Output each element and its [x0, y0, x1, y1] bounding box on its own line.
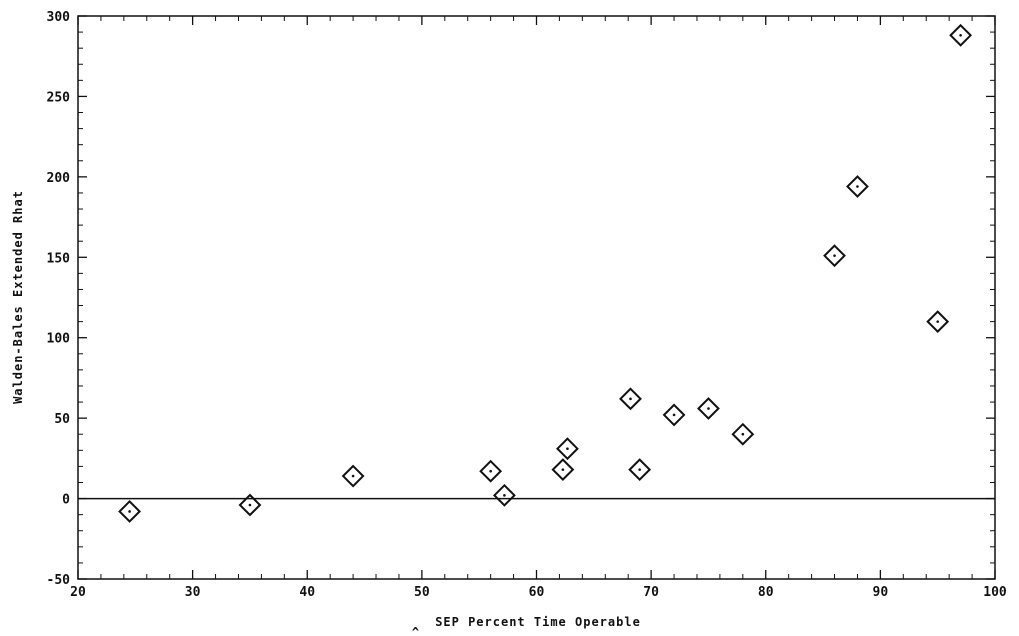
- marker-center-dot: [638, 468, 641, 471]
- marker-center-dot: [128, 510, 131, 513]
- x-tick-label: 40: [299, 585, 315, 600]
- data-point: [551, 458, 575, 482]
- x-tick-label: 90: [873, 585, 889, 600]
- x-tick-label: 80: [758, 585, 774, 600]
- marker-center-dot: [566, 447, 569, 451]
- y-tick-label: 150: [47, 251, 71, 266]
- data-point: [949, 23, 973, 47]
- data-point: [238, 493, 262, 517]
- marker-center-dot: [741, 432, 745, 436]
- data-point: [619, 387, 642, 411]
- diamond-marker: [846, 175, 869, 198]
- marker-center-dot: [707, 407, 710, 410]
- plot-frame: [77, 15, 996, 580]
- marker-center-dot: [959, 34, 962, 37]
- diamond-marker: [823, 244, 846, 268]
- diamond-marker: [341, 464, 365, 488]
- diamond-marker: [628, 458, 652, 482]
- data-point: [846, 175, 869, 198]
- x-tick-label: 100: [983, 585, 1007, 600]
- marker-center-dot: [248, 503, 252, 507]
- x-axis-title: SEP Percent Time Operable: [435, 615, 641, 629]
- axis-tick-labels: 20 30 40 50 60 70 80 90 100 -50 0 50 100 150 200 250 300: [47, 10, 1007, 600]
- x-tick-label: 70: [643, 585, 659, 600]
- diamond-marker: [479, 459, 503, 483]
- diamond-marker: [731, 422, 755, 446]
- marker-center-dot: [672, 413, 676, 417]
- y-tick-label: 100: [47, 332, 71, 347]
- diamond-marker: [697, 397, 720, 420]
- x-tick-label: 60: [529, 585, 545, 600]
- data-point: [823, 244, 846, 268]
- marker-center-dot: [351, 474, 355, 478]
- marker-center-dot: [503, 494, 506, 497]
- data-points: [118, 23, 973, 523]
- axis-ticks: [77, 15, 996, 580]
- y-tick-label: 200: [47, 171, 71, 186]
- marker-center-dot: [561, 468, 565, 471]
- y-tick-label: 250: [47, 90, 71, 105]
- marker-center-dot: [489, 469, 492, 473]
- x-tick-label: 30: [185, 585, 201, 600]
- y-tick-label: 300: [47, 10, 71, 25]
- marker-center-dot: [833, 254, 836, 257]
- diamond-marker: [662, 403, 686, 427]
- data-point: [731, 422, 755, 446]
- y-tick-label: 50: [54, 412, 70, 427]
- diamond-marker: [619, 387, 642, 411]
- diamond-marker: [238, 493, 262, 517]
- marker-center-dot: [936, 320, 939, 323]
- data-point: [926, 310, 950, 334]
- data-point: [697, 397, 720, 420]
- x-axis-title-hat: ^: [412, 625, 420, 636]
- diamond-marker: [949, 23, 973, 47]
- y-tick-label: -50: [47, 573, 71, 588]
- data-point: [341, 464, 365, 488]
- diamond-marker: [551, 458, 575, 482]
- diamond-marker: [118, 500, 141, 523]
- y-tick-label: 0: [62, 493, 70, 508]
- data-point: [628, 458, 652, 482]
- data-point: [662, 403, 686, 427]
- data-point: [556, 437, 579, 461]
- x-tick-label: 50: [414, 585, 430, 600]
- x-tick-label: 20: [70, 585, 86, 600]
- data-point: [479, 459, 503, 483]
- diamond-marker: [492, 483, 516, 507]
- diamond-marker: [926, 310, 950, 334]
- diamond-marker: [556, 437, 579, 461]
- data-point: [492, 483, 516, 507]
- marker-center-dot: [856, 185, 859, 188]
- marker-center-dot: [629, 397, 632, 401]
- y-axis-title: Walden-Bales Extended Rhat: [11, 190, 25, 404]
- data-point: [118, 500, 141, 523]
